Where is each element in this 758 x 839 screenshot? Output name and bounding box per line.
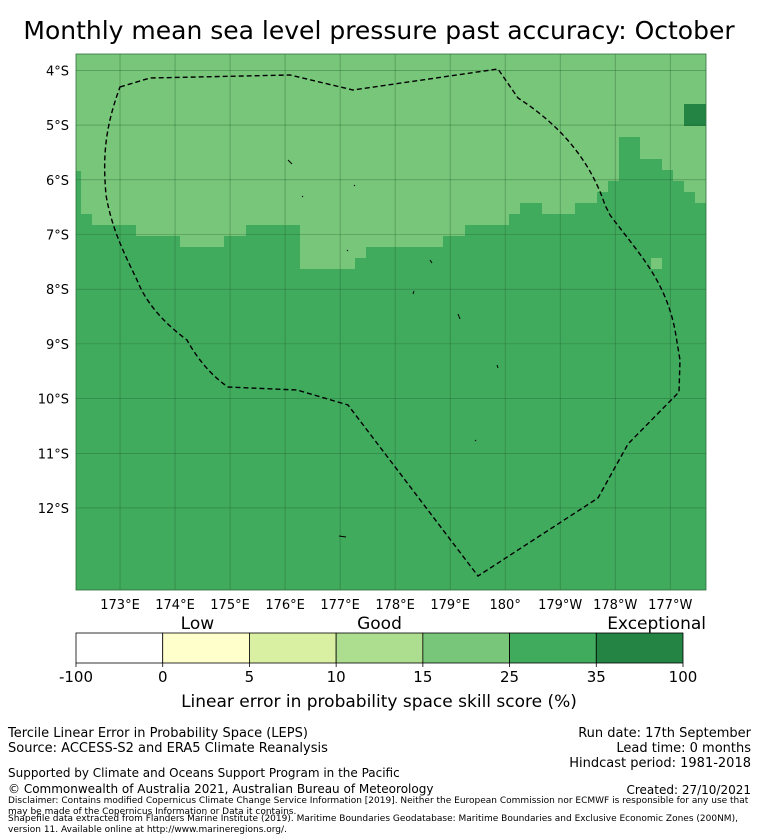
lon-label: 174°E bbox=[155, 598, 195, 613]
colorbar-segment bbox=[162, 632, 250, 664]
lat-label: 12°S bbox=[38, 502, 69, 517]
footer-lead-time: Lead time: 0 months bbox=[616, 741, 751, 756]
lon-label: 176°E bbox=[265, 598, 305, 613]
lon-label: 173°E bbox=[100, 598, 140, 613]
lat-label: 8°S bbox=[46, 283, 69, 298]
colorbar-segment bbox=[595, 632, 684, 664]
lon-label: 178°W bbox=[593, 598, 637, 613]
island bbox=[301, 195, 304, 198]
lon-label: 179°E bbox=[430, 598, 470, 613]
region-isolated-light-cell bbox=[651, 258, 662, 269]
colorbar-segment bbox=[422, 632, 510, 664]
lat-label: 5°S bbox=[46, 119, 69, 134]
colorbar-tick-label: -100 bbox=[59, 668, 93, 686]
graticule bbox=[76, 54, 706, 590]
latitude-labels: 4°S 5°S 6°S 7°S 8°S 9°S 10°S 11°S 12°S bbox=[38, 64, 69, 517]
island bbox=[429, 259, 433, 264]
colorbar-category-label: Exceptional bbox=[607, 614, 706, 634]
lat-label: 11°S bbox=[38, 447, 69, 462]
lon-label: 177°E bbox=[320, 598, 360, 613]
island bbox=[338, 535, 347, 538]
colorbar-segment bbox=[249, 632, 337, 664]
island bbox=[474, 439, 477, 442]
colorbar-tick-label: 10 bbox=[327, 668, 346, 686]
footer-supported: Supported by Climate and Oceans Support … bbox=[8, 766, 400, 780]
colorbar-category-label: Good bbox=[357, 614, 402, 634]
lat-label: 4°S bbox=[46, 64, 69, 79]
colorbar-tick-label: 15 bbox=[413, 668, 432, 686]
footer-created: Created: 27/10/2021 bbox=[626, 783, 751, 797]
map-frame bbox=[75, 53, 707, 591]
footer-hindcast: Hindcast period: 1981-2018 bbox=[569, 756, 751, 771]
colorbar-tick-label: 35 bbox=[587, 668, 606, 686]
eez-boundary bbox=[103, 68, 681, 577]
colorbar-label: Linear error in probability space skill … bbox=[181, 692, 577, 712]
island bbox=[346, 249, 349, 252]
colorbar bbox=[75, 632, 684, 664]
island bbox=[287, 159, 293, 165]
colorbar-category-label: Low bbox=[181, 614, 215, 634]
lon-label: 177°W bbox=[648, 598, 692, 613]
islands bbox=[287, 159, 499, 538]
island bbox=[412, 290, 415, 295]
colorbar-segment bbox=[509, 632, 597, 664]
colorbar-tick-label: 100 bbox=[669, 668, 698, 686]
footer-run-date: Run date: 17th September bbox=[578, 726, 751, 741]
skill-field bbox=[76, 54, 706, 590]
colorbar-tick-label: 25 bbox=[500, 668, 519, 686]
island bbox=[496, 364, 499, 369]
region-southern-area bbox=[76, 137, 706, 590]
island bbox=[457, 313, 461, 320]
colorbar-tick-label: 0 bbox=[158, 668, 168, 686]
footer-disclaimer: Disclaimer: Contains modified Copernicus… bbox=[8, 796, 749, 817]
colorbar-segment bbox=[335, 632, 424, 664]
lon-label: 179°W bbox=[538, 598, 582, 613]
footer-method: Tercile Linear Error in Probability Spac… bbox=[8, 726, 308, 741]
colorbar-ticks: -100 0 5 10 15 25 35 100 bbox=[59, 663, 697, 686]
footer-source: Source: ACCESS-S2 and ERA5 Climate Reana… bbox=[8, 741, 328, 756]
island bbox=[353, 184, 356, 187]
lat-label: 7°S bbox=[46, 228, 69, 243]
lat-label: 10°S bbox=[38, 393, 69, 408]
lon-label: 180° bbox=[490, 598, 521, 613]
lat-label: 6°S bbox=[46, 174, 69, 189]
footer-shapefile: Shapefile data extracted from Flanders M… bbox=[8, 814, 738, 835]
region-north-east-cells bbox=[684, 104, 706, 126]
lat-label: 9°S bbox=[46, 338, 69, 353]
colorbar-segment bbox=[75, 632, 164, 664]
map-title: Monthly mean sea level pressure past acc… bbox=[23, 16, 735, 45]
colorbar-categories: Low Good Exceptional bbox=[181, 614, 706, 634]
lon-label: 175°E bbox=[210, 598, 250, 613]
longitude-labels: 173°E 174°E 175°E 176°E 177°E 178°E 179°E 180° 1… bbox=[100, 598, 692, 613]
colorbar-tick-label: 5 bbox=[245, 668, 255, 686]
lon-label: 178°E bbox=[375, 598, 415, 613]
footer-copyright: © Commonwealth of Australia 2021, Austra… bbox=[8, 782, 434, 796]
